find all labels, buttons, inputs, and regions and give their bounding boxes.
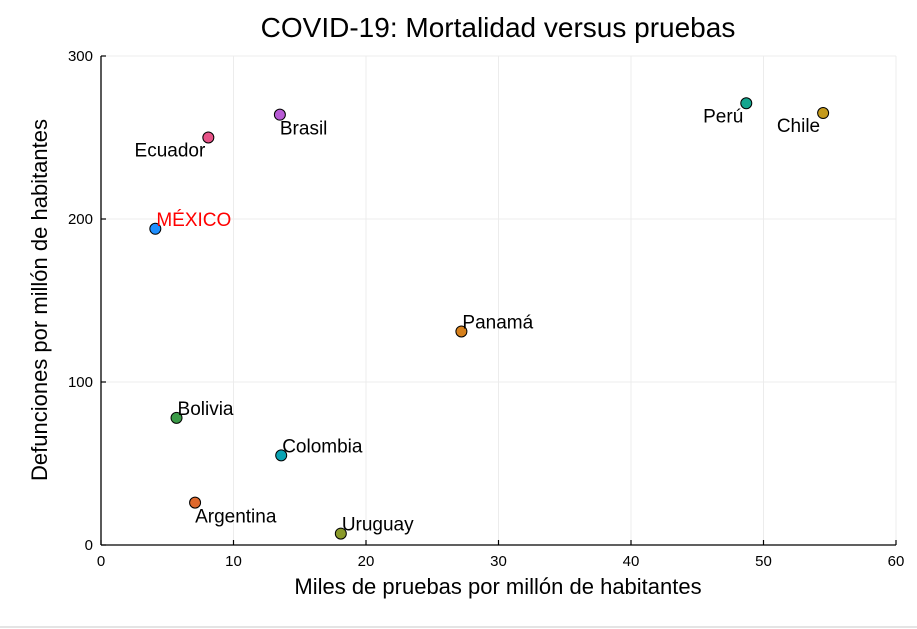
x-tick-label: 40 [623,553,640,570]
point-labels: MÉXICO Ecuador Brasil Perú Chile Panamá Bolivi… [135,106,821,535]
point-label-bolivia: Bolivia [178,399,234,420]
data-point-colombia [275,449,288,462]
data-point-ecuador [202,131,215,144]
data-point-mexico [149,222,162,235]
x-tick-label: 20 [358,553,375,570]
point-label-brasil: Brasil [280,119,328,140]
data-point-uruguay [334,527,347,540]
point-label-panama: Panamá [462,312,533,333]
point-label-colombia: Colombia [282,436,363,457]
ticks: 0 10 20 30 40 50 60 0 100 200 300 [68,48,904,570]
y-tick-label: 0 [85,537,93,554]
grid [100,55,897,546]
data-point-peru [740,97,753,110]
point-label-chile: Chile [777,116,820,137]
data-point-bolivia [170,411,183,424]
point-label-ecuador: Ecuador [135,141,206,162]
y-tick-label: 100 [68,374,93,391]
x-tick-label: 10 [225,553,242,570]
data-point-argentina [189,496,202,509]
y-axis-label: Defunciones por millón de habitantes [27,119,52,481]
y-tick-label: 300 [68,48,93,65]
chart-title: COVID-19: Mortalidad versus pruebas [261,12,736,43]
x-tick-label: 50 [755,553,772,570]
data-point-chile [817,107,830,120]
y-tick-label: 200 [68,211,93,228]
data-points [149,97,830,540]
point-label-mexico: MÉXICO [156,210,231,231]
data-point-panama [455,325,468,338]
point-label-argentina: Argentina [195,507,277,528]
x-tick-label: 0 [97,553,105,570]
x-axis-label: Miles de pruebas por millón de habitante… [294,574,701,599]
point-label-uruguay: Uruguay [342,515,414,536]
point-label-peru: Perú [703,106,743,127]
x-tick-label: 30 [490,553,507,570]
data-point-brasil [273,108,286,121]
x-tick-label: 60 [888,553,905,570]
